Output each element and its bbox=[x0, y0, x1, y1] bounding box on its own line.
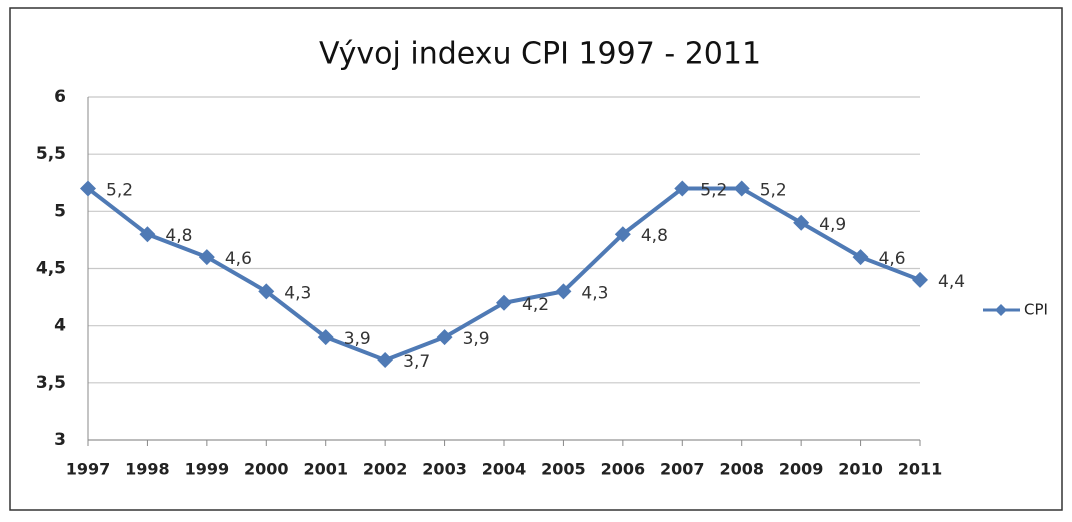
y-tick-label: 5,5 bbox=[36, 144, 66, 164]
data-label: 4,3 bbox=[581, 283, 608, 303]
x-tick-label: 2011 bbox=[898, 460, 943, 479]
data-label: 3,7 bbox=[403, 352, 430, 372]
x-tick-label: 2004 bbox=[482, 460, 527, 479]
data-label: 4,8 bbox=[641, 226, 668, 246]
point bbox=[496, 294, 512, 311]
y-tick-label: 4 bbox=[54, 316, 66, 336]
data-label: 4,6 bbox=[225, 249, 252, 269]
chart-title: Vývoj indexu CPI 1997 - 2011 bbox=[319, 37, 761, 72]
point bbox=[258, 283, 275, 300]
point bbox=[139, 226, 156, 243]
chart-frame bbox=[9, 7, 1063, 511]
data-label: 4,6 bbox=[879, 249, 906, 269]
point bbox=[377, 351, 394, 368]
x-tick-label: 2009 bbox=[779, 460, 824, 479]
point bbox=[912, 271, 928, 288]
y-tick-label: 3,5 bbox=[36, 373, 66, 393]
x-tick-label: 2010 bbox=[838, 460, 883, 479]
x-tick-label: 2008 bbox=[719, 460, 764, 479]
y-tick-label: 4,5 bbox=[36, 259, 66, 279]
data-label: 5,2 bbox=[700, 180, 727, 200]
point bbox=[733, 180, 750, 197]
point bbox=[793, 214, 810, 231]
y-tick-label: 5 bbox=[54, 201, 66, 221]
data-label: 4,2 bbox=[522, 295, 549, 315]
data-label: 5,2 bbox=[106, 180, 133, 200]
x-tick-label: 1998 bbox=[125, 460, 170, 479]
x-tick-label: 2002 bbox=[363, 460, 408, 479]
x-tick-label: 1997 bbox=[66, 460, 111, 479]
x-tick-label: 2005 bbox=[541, 460, 586, 479]
data-label: 4,8 bbox=[165, 226, 192, 246]
data-label: 3,9 bbox=[463, 329, 490, 349]
point bbox=[317, 329, 334, 346]
x-tick-label: 2001 bbox=[303, 460, 348, 479]
data-label: 4,3 bbox=[284, 283, 311, 303]
legend-label: CPI bbox=[1024, 301, 1048, 319]
data-label: 5,2 bbox=[760, 180, 787, 200]
x-tick-label: 2003 bbox=[422, 460, 467, 479]
legend-marker bbox=[995, 304, 1007, 316]
point bbox=[852, 249, 869, 266]
data-label: 3,9 bbox=[344, 329, 371, 349]
x-tick-label: 2007 bbox=[660, 460, 705, 479]
point bbox=[614, 226, 631, 243]
y-tick-label: 3 bbox=[54, 430, 66, 450]
data-label: 4,4 bbox=[938, 272, 965, 292]
point bbox=[80, 180, 96, 197]
y-tick-label: 6 bbox=[54, 87, 66, 107]
x-tick-label: 2006 bbox=[601, 460, 646, 479]
point bbox=[674, 180, 691, 197]
data-label: 4,9 bbox=[819, 215, 846, 235]
x-tick-label: 2000 bbox=[244, 460, 289, 479]
point bbox=[198, 249, 215, 266]
x-tick-label: 1999 bbox=[185, 460, 230, 479]
point bbox=[555, 283, 572, 300]
point bbox=[436, 329, 453, 346]
